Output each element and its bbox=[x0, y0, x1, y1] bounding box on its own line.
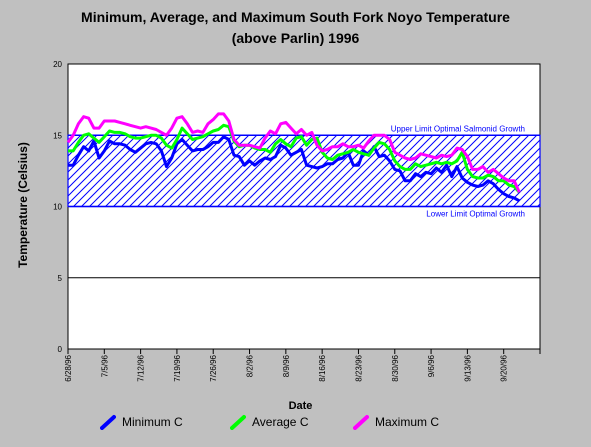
x-tick-label: 9/20/96 bbox=[500, 354, 509, 381]
legend-label-minimum: Minimum C bbox=[122, 415, 183, 429]
lower-limit-label: Lower Limit Optimal Growth bbox=[426, 210, 525, 219]
series-line-average-c bbox=[68, 123, 521, 194]
legend-label-maximum: Maximum C bbox=[375, 415, 440, 429]
chart-title: Minimum, Average, and Maximum South Fork… bbox=[81, 9, 510, 25]
upper-limit-label: Upper Limit Optimal Salmonid Growth bbox=[391, 124, 525, 133]
y-tick-label: 5 bbox=[58, 274, 63, 283]
x-tick-label: 8/9/96 bbox=[282, 354, 291, 377]
y-axis-label: Temperature (Celsius) bbox=[16, 142, 30, 268]
legend-item-average: Average C bbox=[230, 414, 308, 430]
series-line-maximum-c bbox=[66, 112, 521, 193]
y-tick-label: 10 bbox=[53, 203, 62, 212]
x-tick-label: 7/12/96 bbox=[137, 354, 146, 381]
x-tick-label: 7/19/96 bbox=[173, 354, 182, 381]
x-tick-label: 8/23/96 bbox=[354, 354, 363, 381]
optimal-growth-band: Upper Limit Optimal Salmonid Growth Lower… bbox=[67, 124, 541, 219]
legend-swatch-average bbox=[230, 414, 246, 430]
x-tick-label: 8/16/96 bbox=[318, 354, 327, 381]
series-lines bbox=[66, 112, 521, 203]
x-axis-label: Date bbox=[288, 400, 313, 412]
series-line-minimum-c bbox=[68, 135, 521, 203]
x-tick-label: 7/26/96 bbox=[209, 354, 218, 381]
x-tick-label: 8/2/96 bbox=[246, 354, 255, 377]
x-tick-label: 6/28/96 bbox=[64, 354, 73, 381]
y-tick-label: 20 bbox=[53, 60, 62, 69]
chart-subtitle: (above Parlin) 1996 bbox=[231, 30, 360, 46]
x-tick-label: 7/5/96 bbox=[100, 354, 109, 377]
x-tick-label: 9/13/96 bbox=[463, 354, 472, 381]
legend-label-average: Average C bbox=[252, 415, 309, 429]
band-hatch bbox=[67, 134, 541, 208]
axes: 0 5 10 15 20 6/28/96 7/5/96 7/12/96 7/19/96 7/26/… bbox=[53, 60, 541, 382]
legend-item-minimum: Minimum C bbox=[100, 414, 183, 430]
y-tick-label: 0 bbox=[58, 345, 63, 354]
y-tick-label: 15 bbox=[53, 131, 62, 140]
legend-swatch-minimum bbox=[100, 414, 116, 430]
legend-item-maximum: Maximum C bbox=[353, 414, 439, 430]
legend: Minimum C Average C Maximum C bbox=[100, 414, 520, 436]
legend-swatch-maximum bbox=[353, 414, 369, 430]
x-tick-label: 9/6/96 bbox=[427, 354, 436, 377]
x-tick-label: 8/30/96 bbox=[391, 354, 400, 381]
